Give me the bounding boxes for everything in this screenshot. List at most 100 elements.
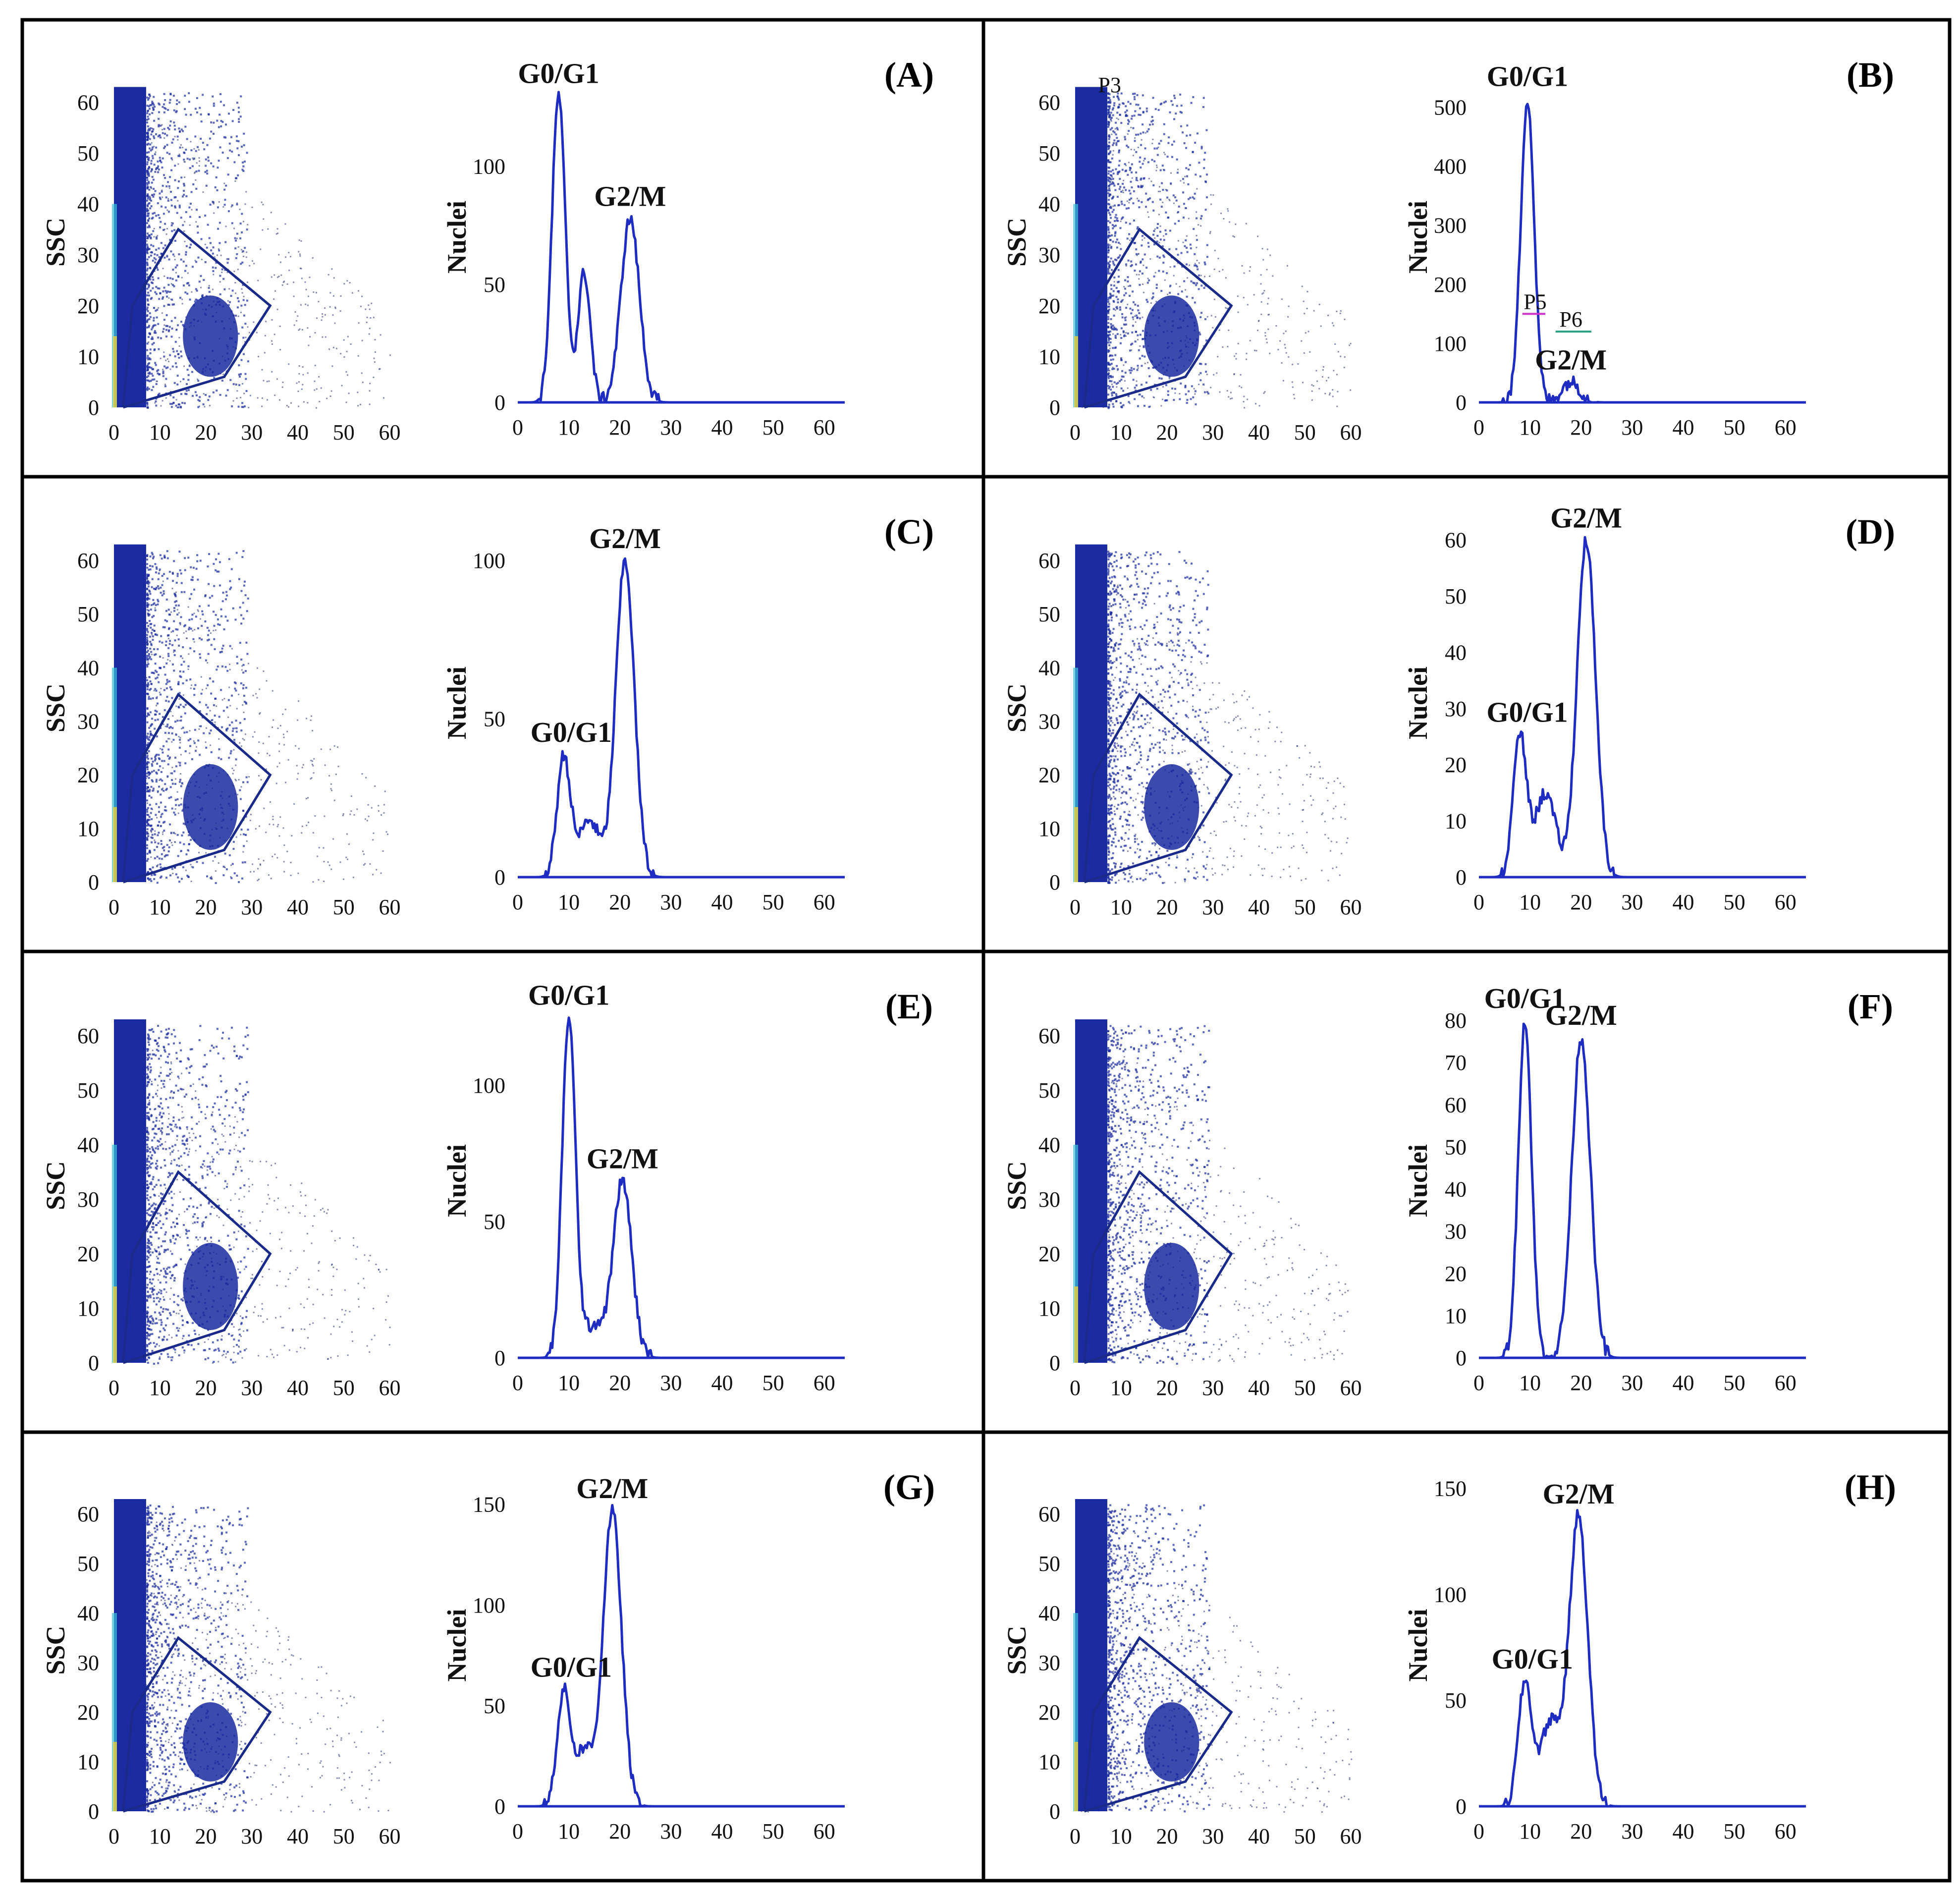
scatter-dense-dot [201,638,203,641]
scatter-dense-dot [1194,645,1197,648]
scatter-dense-dot [146,232,149,235]
scatter-dense-dot [1159,238,1162,241]
scatter-noise-dot [1198,262,1200,264]
scatter-noise-dot [170,611,172,613]
scatter-noise-dot [1122,192,1124,194]
scatter-dense-dot [1150,120,1153,123]
scatter-noise-dot [1297,363,1299,365]
scatter-dense-dot [210,692,213,695]
scatter-dense-dot [146,263,149,265]
scatter-noise-dot [1178,670,1180,671]
scatter-noise-dot [373,832,375,834]
scatter-noise-dot [177,139,179,141]
scatter-noise-dot [1171,744,1173,746]
scatter-dense-dot [196,225,199,228]
scatter-noise-dot [1271,852,1273,854]
scatter-noise-dot [1110,120,1112,122]
scatter-noise-dot [1228,762,1230,764]
scatter-dense-dot [1177,293,1180,295]
scatter-noise-dot [1335,805,1337,807]
scatter-dense-dot [179,146,181,149]
scatter-noise-dot [1252,707,1254,709]
scatter-dense-dot [1125,207,1128,210]
scatter-noise-dot [279,816,281,818]
scatter-dense-dot [1145,192,1147,195]
scatter-noise-dot [265,321,267,323]
scatter-dense-dot [159,292,162,294]
scatter-noise-dot [248,332,250,334]
scatter-noise-dot [332,295,334,297]
scatter-noise-dot [163,275,165,277]
scatter-dense-dot [147,135,149,137]
scatter-dense-dot [1113,276,1116,279]
scatter-dense-dot [1112,172,1115,175]
scatter-dense-dot [1114,234,1116,237]
scatter-dense-dot [167,647,170,649]
scatter-dense-dot [176,628,179,631]
scatter-dense-dot [170,224,173,226]
scatter-noise-dot [245,256,247,258]
scatter-noise-dot [1232,693,1234,695]
scatter-dense-dot [1111,269,1113,271]
scatter-noise-dot [258,741,260,743]
scatter-dense-dot [1118,151,1120,154]
scatter-dense-dot [194,391,197,393]
scatter-noise-dot [167,638,169,640]
scatter-noise-dot [1276,726,1278,728]
scatter-dense-dot [164,99,166,102]
scatter-dense-dot [244,373,247,375]
scatter-dense-dot [164,854,167,857]
scatter-dense-dot [150,170,153,172]
scatter-dense-dot [1125,307,1128,309]
scatter-dense-dot [159,554,162,557]
scatter-noise-dot [373,376,375,378]
scatter-dense-dot [172,253,174,256]
scatter-dense-dot [169,354,171,356]
scatter-noise-dot [305,303,307,305]
scatter-dense-dot [1107,102,1109,104]
scatter-y-tick: 60 [77,90,99,114]
scatter-noise-dot [1327,837,1329,839]
scatter-dense-dot [150,785,153,788]
scatter-noise-dot [1206,864,1208,866]
scatter-dense-dot [1118,149,1120,152]
scatter-noise-dot [1309,773,1311,775]
scatter-dense-dot [163,846,165,848]
scatter-noise-dot [315,292,317,294]
scatter-noise-dot [1262,292,1264,294]
scatter-dense-dot [242,165,245,167]
scatter-noise-dot [238,693,240,695]
scatter-noise-dot [208,285,210,287]
scatter-dense-dot [189,216,191,218]
scatter-noise-dot [1272,275,1274,277]
scatter-noise-dot [258,858,260,860]
scatter-noise-dot [369,383,371,385]
scatter-dense-dot [224,852,226,855]
scatter-dense-dot [146,641,148,644]
scatter-noise-dot [1145,872,1147,874]
scatter-dense-dot [171,303,174,306]
scatter-dense-dot [226,389,229,391]
scatter-dense-dot [1107,326,1109,328]
scatter-dense-dot [1186,251,1189,253]
scatter-noise-dot [1224,865,1226,867]
scatter-dense-dot [1110,563,1112,565]
scatter-dense-dot [1107,318,1110,320]
scatter-noise-dot [1191,857,1193,859]
scatter-dense-dot [168,128,170,130]
scatter-noise-dot [1175,283,1177,285]
scatter-noise-dot [1111,391,1113,393]
scatter-dense-dot [1198,274,1200,277]
scatter-dense-dot [175,604,177,607]
scatter-noise-dot [1247,304,1249,306]
scatter-noise-dot [369,403,371,405]
scatter-noise-dot [175,399,177,401]
scatter-dense-dot [147,732,149,735]
scatter-dense-dot [146,692,149,695]
scatter-noise-dot [1125,316,1127,318]
scatter-noise-dot [1241,694,1243,696]
scatter-dense-dot [158,821,161,823]
scatter-dense-dot [146,799,148,802]
scatter-noise-dot [234,727,236,729]
hist-x-tick: 20 [1570,415,1592,440]
